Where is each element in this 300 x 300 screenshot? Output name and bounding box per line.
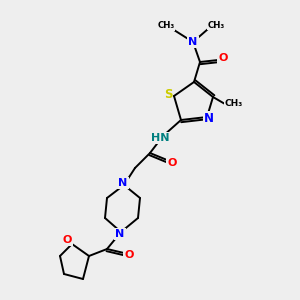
Text: N: N: [116, 229, 124, 239]
Text: N: N: [188, 37, 198, 47]
Text: N: N: [204, 112, 214, 124]
Text: O: O: [62, 235, 72, 245]
Text: CH₃: CH₃: [225, 98, 243, 107]
Text: N: N: [118, 178, 127, 188]
Text: HN: HN: [151, 133, 169, 143]
Text: CH₃: CH₃: [158, 22, 175, 31]
Text: O: O: [218, 53, 228, 63]
Text: O: O: [124, 250, 134, 260]
Text: S: S: [164, 88, 172, 101]
Text: O: O: [167, 158, 177, 168]
Text: CH₃: CH₃: [207, 20, 225, 29]
